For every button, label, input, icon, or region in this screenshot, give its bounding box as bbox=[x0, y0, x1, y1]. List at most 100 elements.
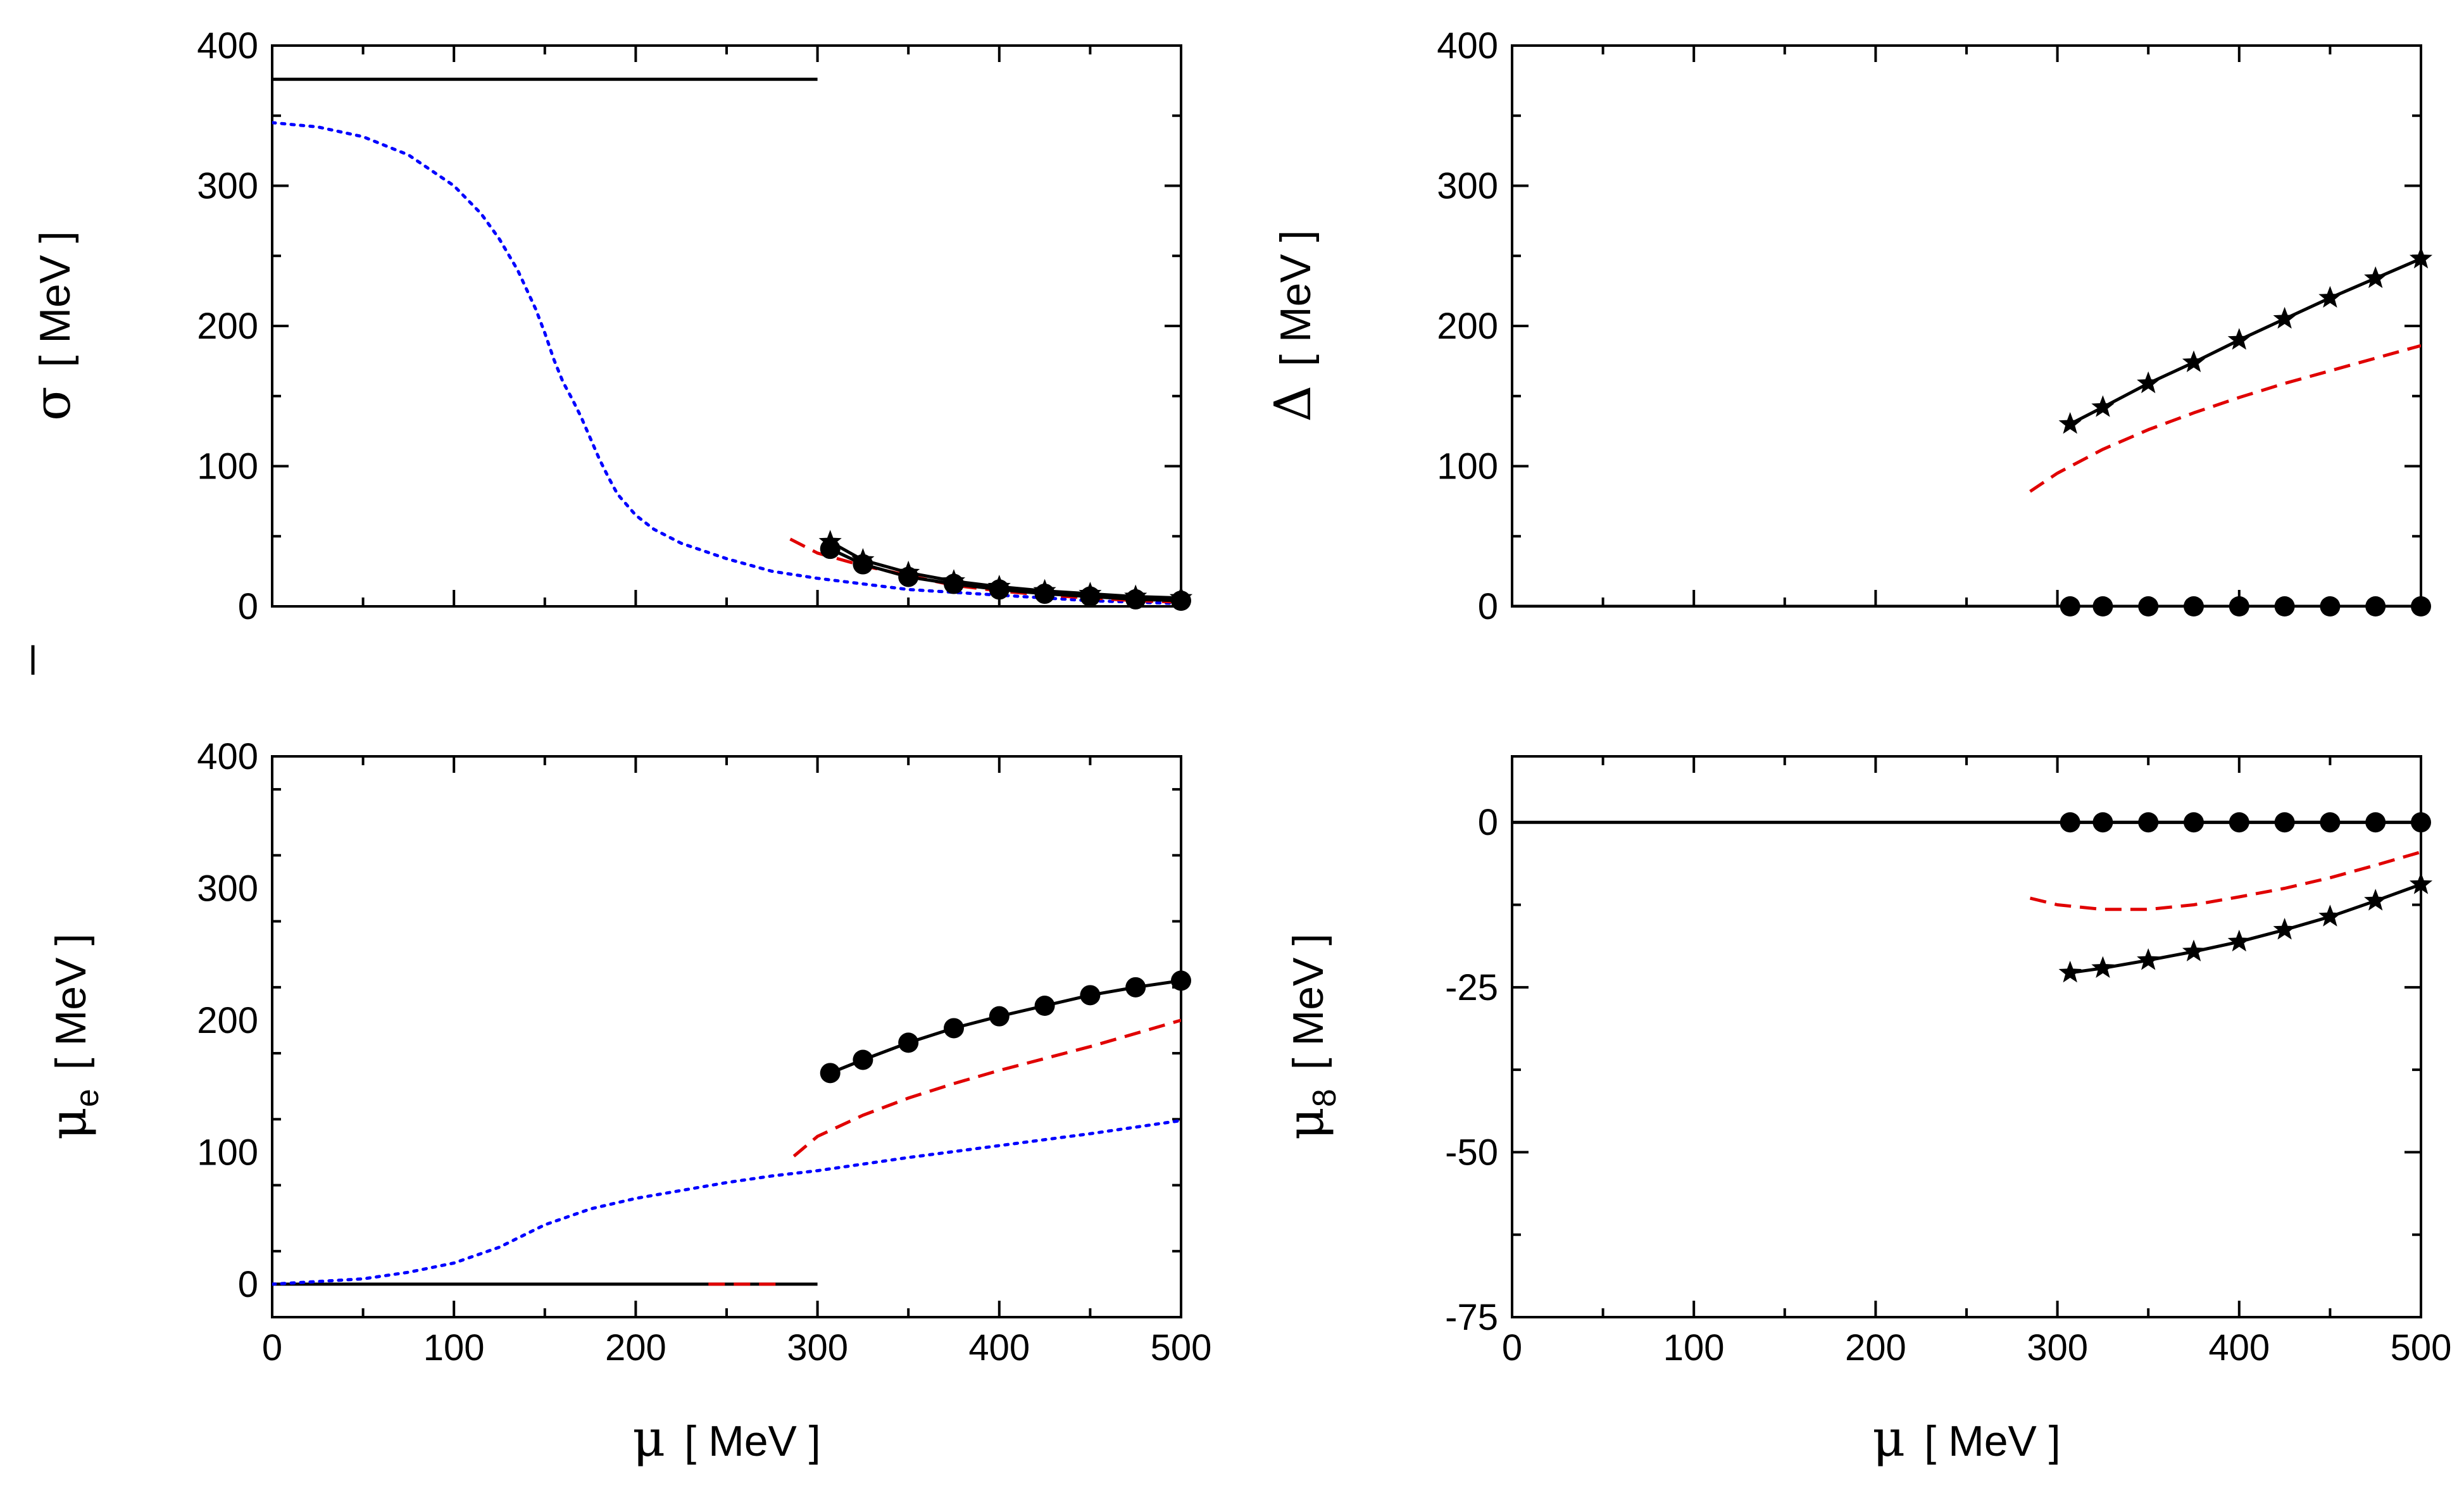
sigma-ylabel-symbol: σ bbox=[23, 386, 82, 421]
mu_8-stars-point bbox=[2273, 918, 2296, 940]
mu_e-series-dashed-red bbox=[792, 1018, 1181, 1158]
mu_8-circles-point bbox=[2060, 812, 2080, 833]
mu_8-ytick-label: -25 bbox=[1445, 967, 1498, 1008]
mu_e-circles-point bbox=[1034, 996, 1055, 1016]
mu_e-xtick-label: 500 bbox=[1151, 1327, 1212, 1368]
sigma-ytick-label: 0 bbox=[238, 586, 258, 627]
mu_e-ytick-label: 300 bbox=[197, 868, 258, 909]
sigma-ytick-label: 200 bbox=[197, 306, 258, 347]
sigma-circles-point bbox=[853, 554, 873, 575]
mu_8-circles-point bbox=[2229, 812, 2249, 833]
mu_e-xtick-label: 400 bbox=[968, 1327, 1030, 1368]
mu_e-xtick-label: 200 bbox=[605, 1327, 666, 1368]
mu_e-xtick-label: 0 bbox=[262, 1327, 282, 1368]
mu_8-ytick-label: -75 bbox=[1445, 1297, 1498, 1338]
mu_8-stars-point bbox=[2091, 956, 2115, 978]
delta-series-dashed-red bbox=[2029, 344, 2421, 493]
delta-stars-point bbox=[2364, 266, 2387, 289]
mu_e-ylabel-symbol: μ bbox=[39, 1107, 97, 1140]
mu_8-ytick-label: 0 bbox=[1478, 802, 1498, 843]
mu_e-ytick-label: 200 bbox=[197, 1000, 258, 1041]
delta-stars-point bbox=[2227, 328, 2251, 350]
mu_8-ylabel-unit: [ MeV ] bbox=[1284, 934, 1332, 1070]
delta-circles-point bbox=[2411, 596, 2431, 616]
mu_e-circles-point bbox=[989, 1006, 1010, 1027]
mu_e-ylabel-subscript: e bbox=[69, 1089, 106, 1107]
sigma-circles-point bbox=[1034, 584, 1055, 604]
delta-stars-point bbox=[2058, 412, 2082, 434]
panel-sigma: 0 100 200 300 400 σ [ MeV ] bbox=[23, 25, 1193, 675]
mu_8-series-dashed-red bbox=[2029, 850, 2421, 911]
mu_e-xtick-label: 100 bbox=[423, 1327, 485, 1368]
mu_8-ytick-label: -50 bbox=[1445, 1132, 1498, 1173]
delta-stars-point bbox=[2318, 285, 2342, 308]
sigma-circles-point bbox=[944, 573, 964, 594]
sigma-series-dotted-blue bbox=[272, 121, 1181, 606]
delta-circles-point bbox=[2138, 596, 2159, 616]
mu_8-stars-point bbox=[2182, 939, 2206, 961]
sigma-circles-point bbox=[898, 566, 919, 587]
delta-stars-point bbox=[2137, 371, 2160, 394]
mu_e-circles-point bbox=[1080, 985, 1101, 1006]
mu_e-xlabel-unit: [ MeV ] bbox=[684, 1417, 820, 1465]
mu_e-ytick-label: 0 bbox=[238, 1264, 258, 1305]
delta-ylabel-unit: [ MeV ] bbox=[1272, 230, 1320, 366]
delta-ytick-label: 400 bbox=[1437, 25, 1498, 66]
mu_8-circles-point bbox=[2092, 812, 2113, 833]
mu_e-xtick-label: 300 bbox=[787, 1327, 848, 1368]
delta-circles-point bbox=[2320, 596, 2341, 616]
mu_8-stars-point bbox=[2318, 904, 2342, 927]
mu_e-circles-point bbox=[820, 1063, 841, 1084]
mu_8-xtick-label: 100 bbox=[1663, 1327, 1725, 1368]
mu_8-stars-point bbox=[2409, 872, 2433, 894]
delta-ylabel: Δ [ MeV ] bbox=[1263, 230, 1322, 422]
delta-circles-point bbox=[2365, 596, 2386, 616]
sigma-circles-point bbox=[1171, 591, 1191, 611]
mu_8-ylabel-subscript: 8 bbox=[1306, 1089, 1343, 1107]
sigma-ytick-label: 400 bbox=[197, 25, 258, 66]
delta-circles-point bbox=[2092, 596, 2113, 616]
mu_8-circles-point bbox=[2138, 812, 2159, 833]
sigma-ytick-label: 100 bbox=[197, 446, 258, 487]
mu_e-xlabel-symbol: μ bbox=[632, 1409, 665, 1468]
delta-stars-point bbox=[2273, 306, 2296, 329]
mu_8-stars-point bbox=[2364, 889, 2387, 911]
mu_8-circles-point bbox=[2184, 812, 2204, 833]
mu_8-xtick-label: 500 bbox=[2391, 1327, 2452, 1368]
mu_e-circles-point bbox=[853, 1049, 873, 1070]
sigma-circles-point bbox=[1080, 586, 1101, 607]
mu_e-xlabel: μ [ MeV ] bbox=[632, 1409, 820, 1468]
sigma-ylabel: σ [ MeV ] bbox=[23, 231, 82, 421]
mu_8-xlabel: μ [ MeV ] bbox=[1872, 1409, 2060, 1468]
mu_8-xtick-label: 400 bbox=[2208, 1327, 2270, 1368]
mu_8-ylabel: μ8 [ MeV ] bbox=[1276, 934, 1343, 1140]
delta-circles-point bbox=[2060, 596, 2080, 616]
sigma-ylabel-unit: [ MeV ] bbox=[31, 231, 79, 367]
mu_e-ylabel-unit: [ MeV ] bbox=[47, 934, 95, 1070]
delta-circles-point bbox=[2229, 596, 2249, 616]
mu_8-circles-point bbox=[2320, 812, 2341, 833]
mu_8-xtick-label: 0 bbox=[1502, 1327, 1522, 1368]
sigma-circles-point bbox=[1125, 589, 1146, 610]
mu_e-ytick-label: 400 bbox=[197, 736, 258, 777]
delta-ytick-label: 0 bbox=[1478, 586, 1498, 627]
mu_e-circles-point bbox=[898, 1032, 919, 1053]
mu_8-xlabel-symbol: μ bbox=[1872, 1409, 1905, 1468]
mu_e-ytick-label: 100 bbox=[197, 1132, 258, 1173]
delta-stars-point bbox=[2091, 395, 2115, 417]
delta-stars-point bbox=[2409, 246, 2433, 269]
mu_8-circles-point bbox=[2411, 812, 2431, 833]
mu_8-circles-point bbox=[2365, 812, 2386, 833]
panel-delta: 0 100 200 300 400 Δ [ MeV ] bbox=[1263, 25, 2433, 627]
mu_e-series-dotted-blue bbox=[272, 1118, 1181, 1286]
delta-ytick-label: 200 bbox=[1437, 306, 1498, 347]
mu_e-circles-point bbox=[1125, 977, 1146, 998]
delta-stars-point bbox=[2182, 350, 2206, 372]
mu_8-xtick-label: 200 bbox=[1845, 1327, 1906, 1368]
mu_8-xlabel-unit: [ MeV ] bbox=[1924, 1417, 2060, 1465]
sigma-ytick-label: 300 bbox=[197, 166, 258, 207]
